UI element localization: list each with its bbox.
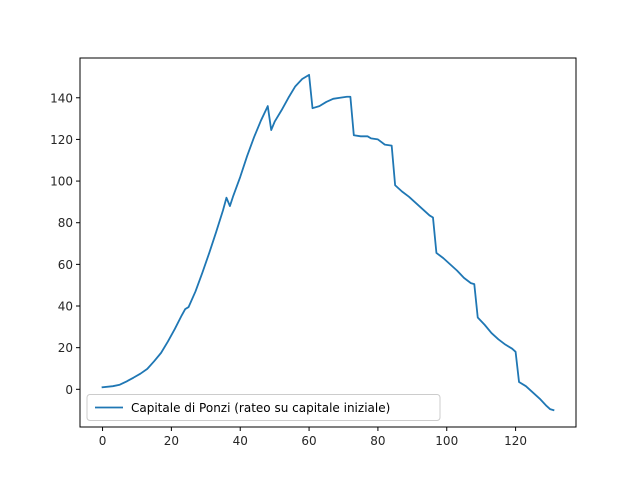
x-tick-label: 0: [99, 434, 107, 448]
x-tick-label: 40: [233, 434, 248, 448]
y-tick-label: 80: [58, 216, 73, 230]
x-tick-label: 120: [504, 434, 527, 448]
series-line-0: [101, 73, 555, 412]
plot-area: [101, 73, 555, 412]
legend-label: Capitale di Ponzi (rateo su capitale ini…: [131, 401, 390, 415]
y-axis: 0 20 40 60 80 100 120 140: [50, 91, 80, 397]
y-tick-label: 60: [58, 258, 73, 272]
y-tick-label: 120: [50, 133, 73, 147]
y-tick-label: 20: [58, 341, 73, 355]
x-tick-label: 100: [435, 434, 458, 448]
legend-box: [86, 394, 441, 421]
axes-frame: [79, 57, 577, 428]
x-axis: 0 20 40 60 80 100 120: [99, 427, 527, 448]
y-tick-label: 40: [58, 300, 73, 314]
y-tick-label: 140: [50, 91, 73, 105]
y-tick-label: 100: [50, 175, 73, 189]
y-tick-label: 0: [65, 383, 73, 397]
x-tick-label: 20: [164, 434, 179, 448]
legend: Capitale di Ponzi (rateo su capitale ini…: [86, 394, 441, 421]
x-tick-label: 80: [370, 434, 385, 448]
x-tick-label: 60: [301, 434, 316, 448]
